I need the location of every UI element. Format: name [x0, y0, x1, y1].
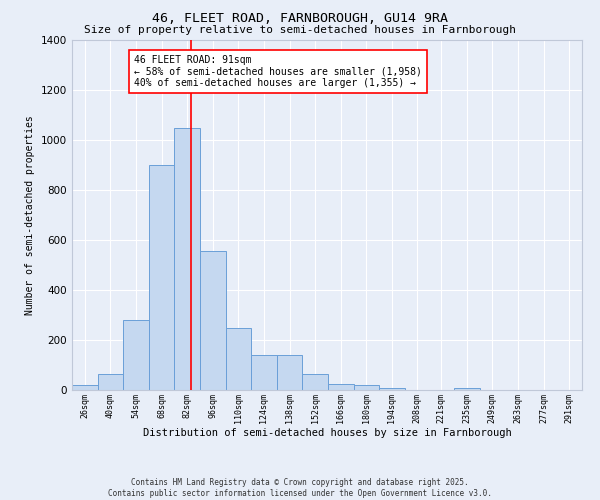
Bar: [277, 355, 302, 390]
Bar: [175, 128, 200, 390]
Bar: [353, 385, 379, 390]
Text: 46 FLEET ROAD: 91sqm
← 58% of semi-detached houses are smaller (1,958)
40% of se: 46 FLEET ROAD: 91sqm ← 58% of semi-detac…: [134, 55, 422, 88]
Bar: [454, 388, 479, 390]
X-axis label: Distribution of semi-detached houses by size in Farnborough: Distribution of semi-detached houses by …: [143, 428, 511, 438]
Bar: [200, 251, 226, 390]
Bar: [72, 385, 98, 390]
Text: Size of property relative to semi-detached houses in Farnborough: Size of property relative to semi-detach…: [84, 25, 516, 35]
Bar: [302, 374, 328, 390]
Text: 46, FLEET ROAD, FARNBOROUGH, GU14 9RA: 46, FLEET ROAD, FARNBOROUGH, GU14 9RA: [152, 12, 448, 26]
Bar: [149, 165, 175, 390]
Y-axis label: Number of semi-detached properties: Number of semi-detached properties: [25, 115, 35, 315]
Bar: [251, 355, 277, 390]
Bar: [226, 328, 251, 390]
Bar: [328, 384, 353, 390]
Bar: [379, 388, 404, 390]
Bar: [123, 320, 149, 390]
Text: Contains HM Land Registry data © Crown copyright and database right 2025.
Contai: Contains HM Land Registry data © Crown c…: [108, 478, 492, 498]
Bar: [98, 374, 123, 390]
